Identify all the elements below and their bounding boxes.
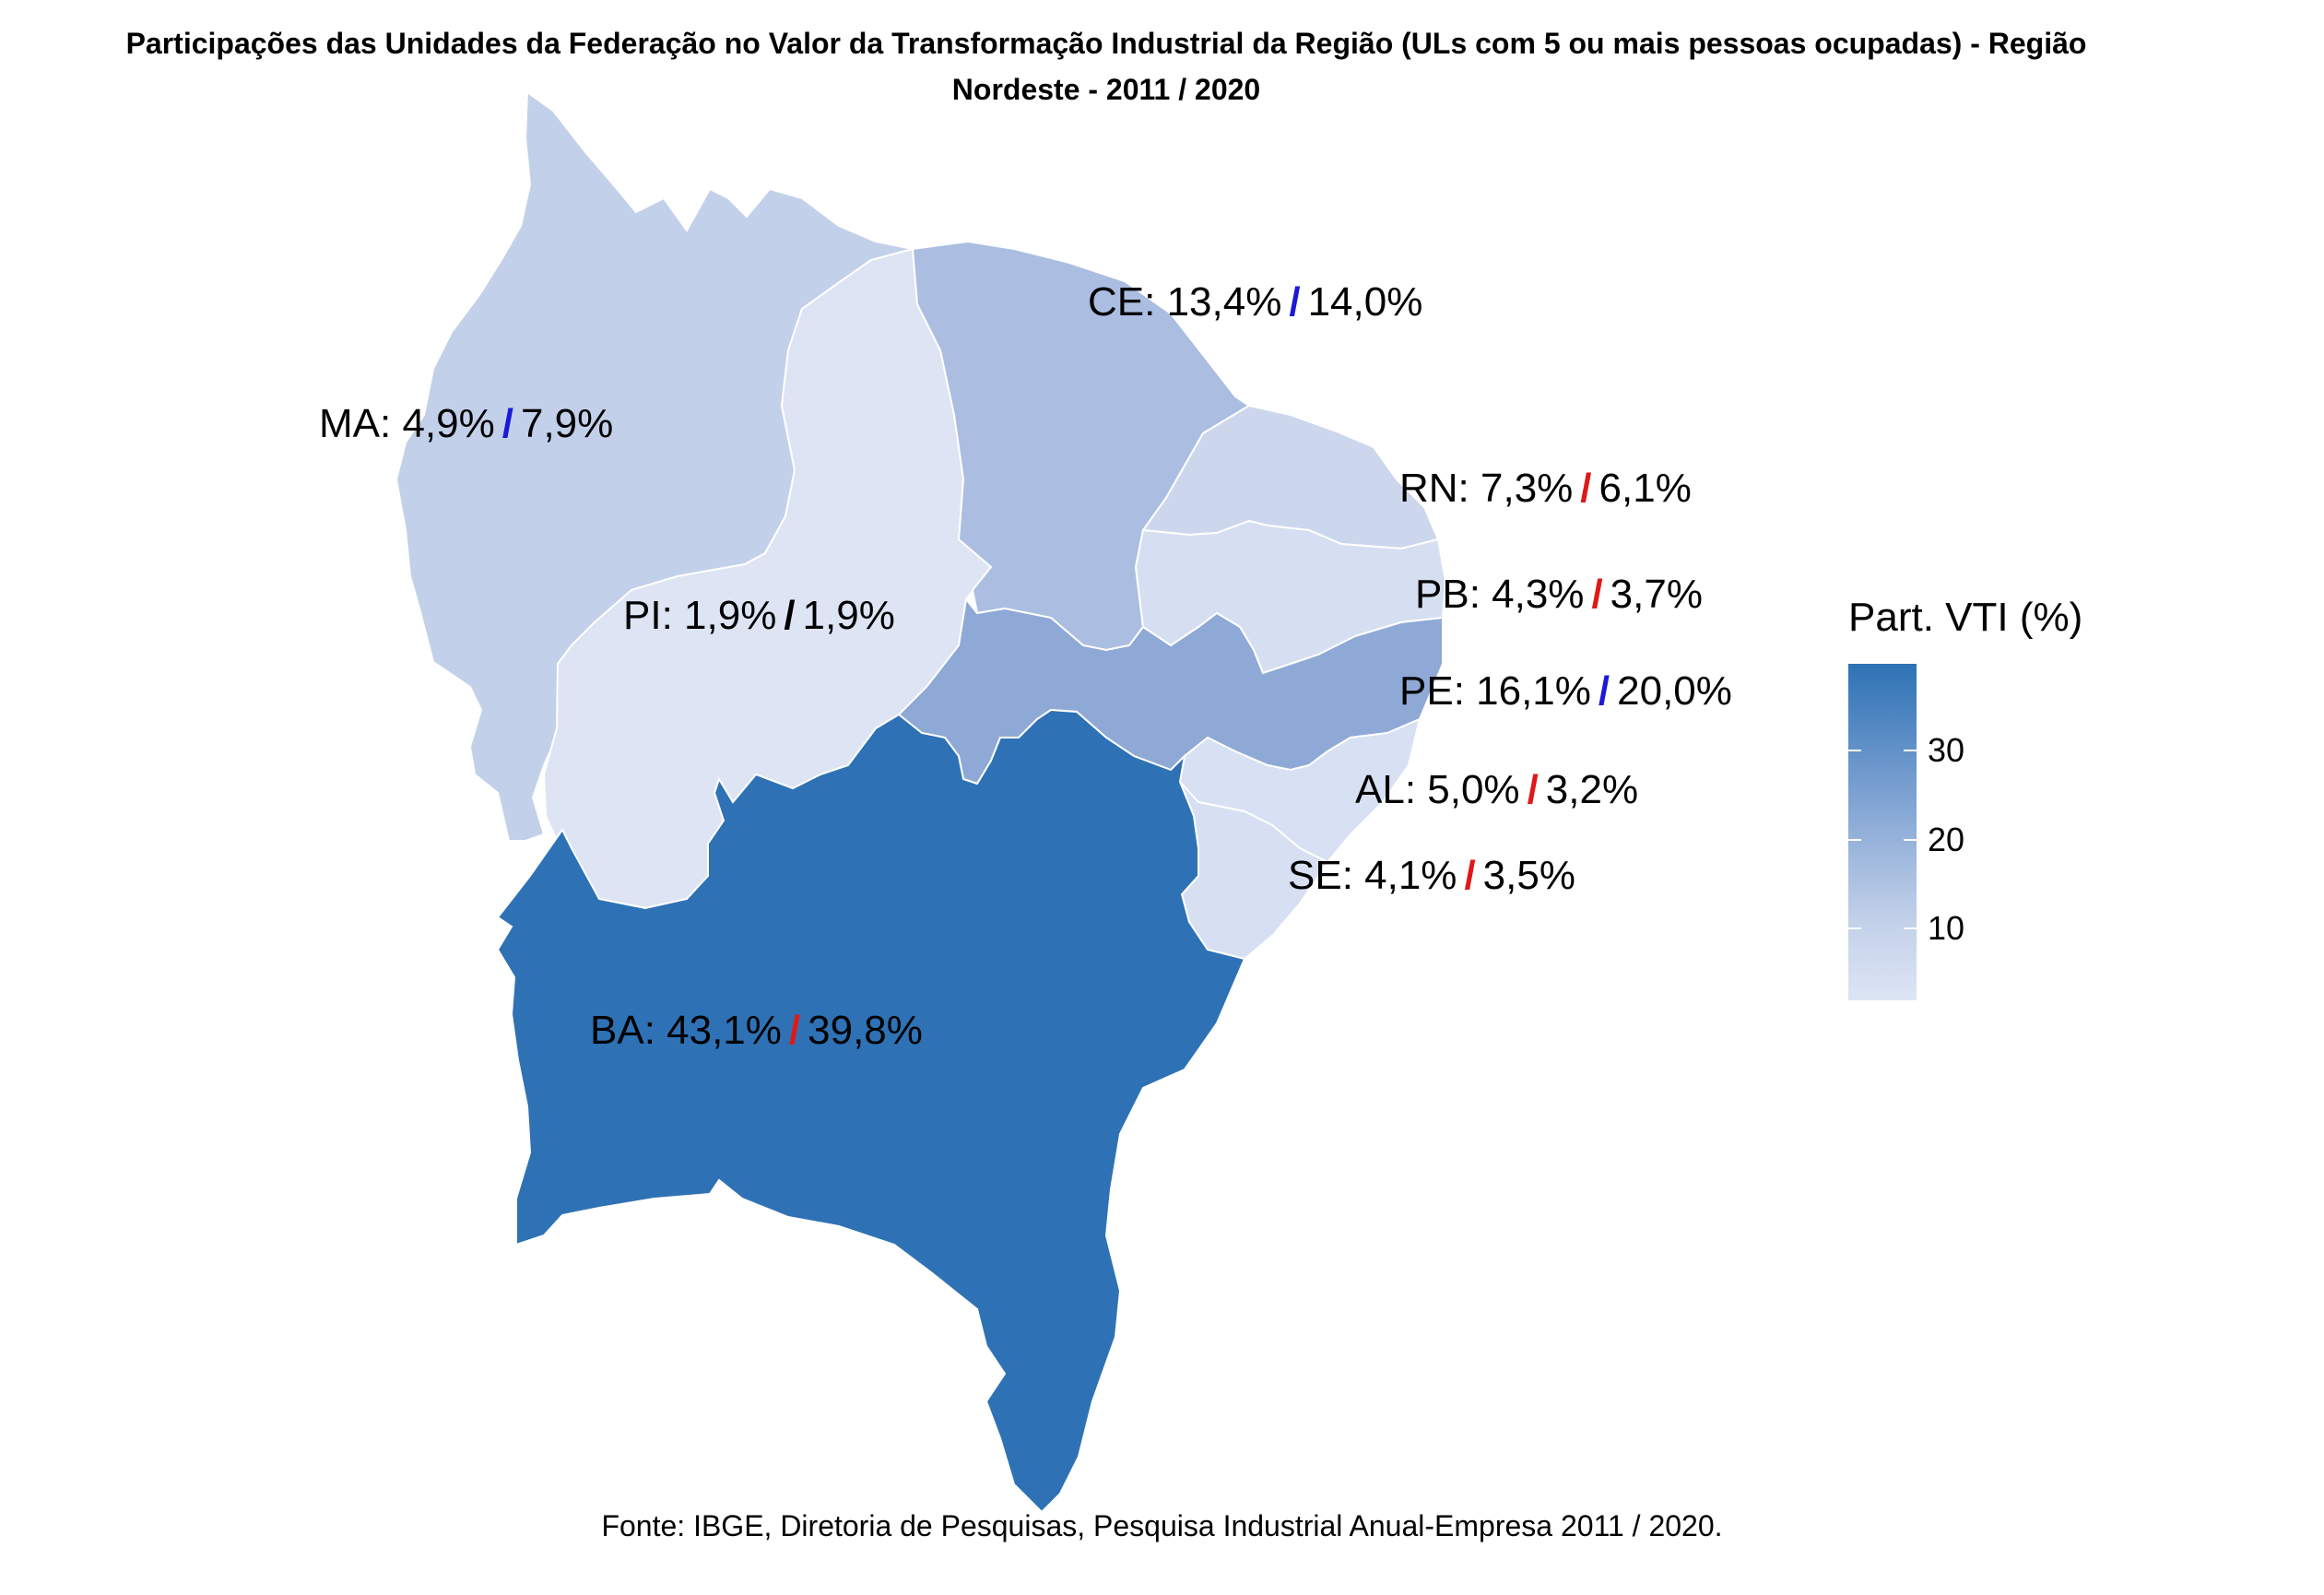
label-MA-trend-separator: / [501,401,513,446]
label-AL-2020: 3,2% [1545,767,1639,812]
label-RN-2011: RN: 7,3% [1399,466,1574,511]
legend-tick-mark [1848,750,1861,752]
chart-title-line-2: Nordeste - 2011 / 2020 [951,73,1261,106]
label-PI-2011: PI: 1,9% [623,593,777,638]
label-BA-2020: 39,8% [808,1008,923,1053]
label-SE-2020: 3,5% [1482,853,1575,898]
legend-tick-label: 30 [1928,731,1965,770]
label-CE-2020: 14,0% [1307,279,1423,325]
label-PE: PE: 16,1%/20,0% [1399,668,1732,715]
chart-title-line-1: Participações das Unidades da Federação … [125,27,2087,60]
legend-tick-mark [1848,927,1861,929]
legend-tick-label: 20 [1928,820,1965,858]
label-PE-2011: PE: 16,1% [1399,668,1591,714]
label-MA-2020: 7,9% [520,401,614,446]
label-AL: AL: 5,0%/3,2% [1355,767,1638,813]
legend-tick-mark [1848,838,1861,841]
label-AL-trend-separator: / [1527,767,1539,812]
label-RN-trend-separator: / [1580,466,1592,511]
legend-title: Part. VTI (%) [1848,595,2083,640]
label-SE-2011: SE: 4,1% [1288,853,1457,898]
label-PE-trend-separator: / [1598,668,1610,714]
label-AL-2011: AL: 5,0% [1355,767,1520,812]
label-PB-2020: 3,7% [1610,572,1703,617]
label-RN-2020: 6,1% [1598,466,1692,511]
legend-tick-label: 10 [1928,908,1965,947]
label-CE-trend-separator: / [1289,279,1301,325]
label-BA-trend-separator: / [788,1008,801,1053]
state-BA[interactable] [496,708,1246,1514]
legend-tick-mark [1904,750,1917,752]
label-SE: SE: 4,1%/3,5% [1288,853,1575,899]
label-MA-2011: MA: 4,9% [319,401,495,446]
legend-tick-mark [1904,838,1917,841]
source-note: Fonte: IBGE, Diretoria de Pesquisas, Pes… [601,1509,1723,1542]
label-PI-trend-separator: / [784,593,796,638]
label-PI: PI: 1,9%/1,9% [623,593,895,639]
legend-tick-mark [1904,927,1917,929]
label-PE-2020: 20,0% [1617,668,1732,714]
legend-colorbar [1848,664,1917,1000]
label-CE-2011: CE: 13,4% [1088,279,1282,325]
label-BA: BA: 43,1%/39,8% [590,1008,923,1054]
label-RN: RN: 7,3%/6,1% [1399,466,1692,512]
label-PB: PB: 4,3%/3,7% [1415,572,1703,618]
label-BA-2011: BA: 43,1% [590,1008,782,1053]
label-CE: CE: 13,4%/14,0% [1088,279,1422,325]
label-SE-trend-separator: / [1464,853,1476,898]
label-MA: MA: 4,9%/7,9% [319,401,613,447]
label-PI-2020: 1,9% [802,593,895,638]
label-PB-trend-separator: / [1591,572,1603,617]
label-PB-2011: PB: 4,3% [1415,572,1585,617]
chart-title: Participações das Unidades da Federação … [55,20,2157,112]
